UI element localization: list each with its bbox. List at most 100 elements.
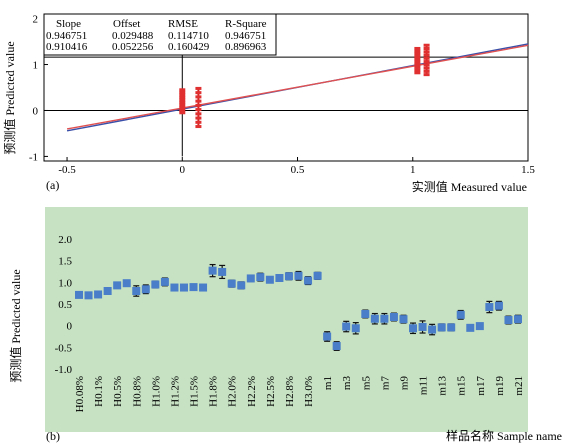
data-point: [414, 60, 421, 64]
x-tick-label: 1.5: [521, 164, 535, 176]
x-tick-label: H2.5%: [265, 376, 277, 407]
x-tick-label: m13: [437, 376, 449, 396]
data-point: [332, 342, 341, 351]
data-point: [323, 332, 332, 341]
panel-a-point-clusters: [179, 43, 430, 129]
data-point: [179, 93, 186, 97]
data-point: [423, 56, 430, 60]
data-point: [195, 95, 202, 99]
data-point: [170, 283, 179, 292]
fit-line: [66, 44, 529, 130]
data-point: [179, 101, 186, 105]
data-point: [195, 86, 202, 90]
data-point: [423, 60, 430, 64]
data-point-with-error-bar: [437, 323, 446, 332]
data-point: [141, 285, 150, 294]
stats-table-header: R-Square: [225, 18, 267, 30]
data-point: [514, 315, 522, 324]
point-cluster: [414, 46, 421, 75]
data-point-with-error-bar: [160, 277, 169, 287]
data-point: [294, 271, 303, 280]
y-tick-label: 2.0: [58, 234, 72, 246]
panel-a-x-label: 实测值 Measured value: [412, 179, 527, 194]
data-point: [103, 287, 112, 295]
data-point: [75, 290, 83, 299]
data-point: [195, 120, 202, 124]
y-tick-label: -0.5: [55, 342, 73, 354]
x-tick-label: 1: [410, 164, 416, 176]
data-point: [179, 95, 186, 99]
stats-table-frame: [43, 13, 277, 56]
point-cluster: [195, 86, 202, 129]
point-cluster: [179, 88, 186, 115]
data-point: [342, 322, 351, 331]
data-point-with-error-bar: [447, 323, 456, 332]
data-point: [447, 323, 456, 332]
data-point: [423, 69, 430, 73]
data-point-with-error-bar: [113, 281, 122, 290]
x-tick-label: H0.8%: [131, 376, 143, 407]
data-point-with-error-bar: [494, 300, 503, 311]
data-point: [94, 290, 103, 299]
data-point: [428, 325, 437, 334]
data-point: [423, 47, 430, 51]
data-point-with-error-bar: [208, 263, 217, 278]
data-point: [132, 287, 141, 295]
data-point-with-error-bar: [323, 331, 332, 342]
y-tick-label: -1: [29, 151, 38, 163]
data-point-with-error-bar: [151, 280, 160, 289]
data-point-with-error-bar: [94, 290, 103, 299]
data-point: [423, 73, 430, 77]
data-point: [195, 116, 202, 120]
data-point: [409, 324, 418, 333]
data-point-with-error-bar: [122, 279, 131, 288]
panel-a-label: (a): [46, 178, 59, 192]
data-point: [218, 267, 227, 276]
data-point: [414, 57, 421, 61]
data-point: [414, 63, 421, 67]
data-point: [189, 283, 198, 292]
data-point: [195, 103, 202, 107]
data-point: [414, 52, 421, 56]
x-tick-label: m9: [398, 376, 410, 391]
data-point-with-error-bar: [361, 309, 370, 319]
data-point-with-error-bar: [466, 323, 475, 332]
y-tick-label: 0.5: [58, 299, 72, 311]
data-point-with-error-bar: [342, 320, 351, 333]
panel-b-label: (b): [46, 429, 60, 443]
data-point-with-error-bar: [237, 281, 246, 290]
data-point: [414, 65, 421, 69]
data-point-with-error-bar: [179, 283, 188, 292]
data-point-with-error-bar: [485, 300, 494, 314]
data-point-with-error-bar: [456, 309, 465, 320]
data-point-with-error-bar: [275, 274, 284, 282]
data-point: [380, 314, 389, 323]
x-tick-label: m17: [475, 376, 487, 396]
data-point-with-error-bar: [199, 283, 208, 292]
data-point-with-error-bar: [351, 322, 360, 335]
panel-b: 2.01.51.00.50-0.5-1.0 H0.08% H0.1% H0.5% H0…: [8, 207, 562, 443]
data-point: [414, 71, 421, 75]
x-tick-label: H1.8%: [208, 376, 220, 407]
y-tick-label: 1.0: [58, 277, 72, 289]
data-point: [84, 291, 93, 300]
data-point: [313, 271, 322, 280]
panel-a-fit-lines: [66, 43, 529, 132]
y-tick-label: 0: [67, 321, 73, 333]
data-point: [195, 108, 202, 112]
data-point-with-error-bar: [332, 341, 341, 351]
data-point-with-error-bar: [409, 322, 418, 335]
panel-a-y-ticks: -1 0 1 2: [29, 14, 48, 163]
x-tick-label: H0.08%: [74, 376, 86, 412]
x-tick-label: H2.2%: [246, 376, 258, 407]
data-point-with-error-bar: [399, 314, 408, 324]
data-point: [414, 68, 421, 72]
data-point: [456, 310, 465, 319]
data-point-with-error-bar: [227, 279, 236, 288]
panel-b-points: [75, 263, 522, 351]
data-point: [304, 276, 313, 285]
data-point: [485, 303, 494, 312]
stats-table-cell: 0.052256: [112, 41, 154, 53]
data-point: [361, 309, 370, 318]
data-point-with-error-bar: [514, 314, 522, 324]
